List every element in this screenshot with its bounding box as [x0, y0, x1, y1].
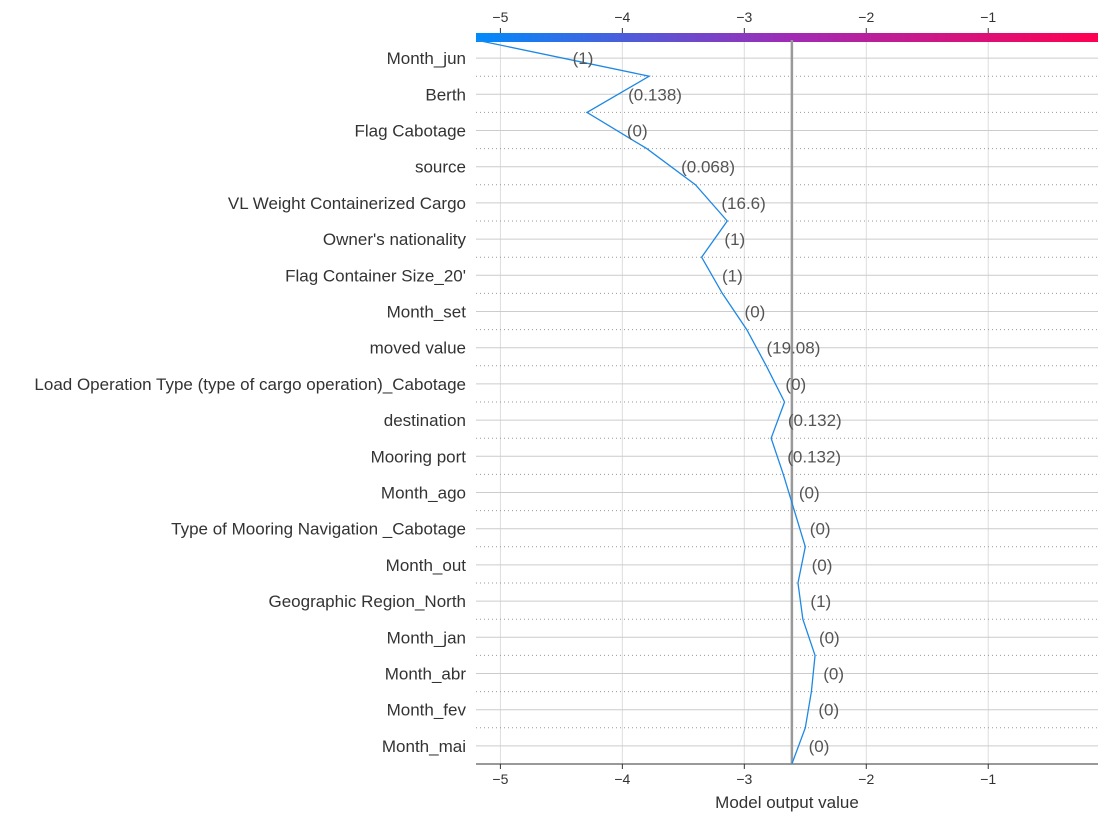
feature-name-label: Load Operation Type (type of cargo opera… — [34, 375, 466, 394]
feature-name-label: Type of Mooring Navigation _Cabotage — [171, 520, 466, 539]
feature-value-label: (0) — [818, 701, 839, 720]
x-axis: −5 −5 −4 −4 −3 −3 −2 −2 −1 −1 — [476, 9, 1098, 787]
feature-name-label: Owner's nationality — [323, 230, 467, 249]
feature-value-label: (1) — [573, 49, 594, 68]
feature-value-label: (0) — [810, 520, 831, 539]
feature-value-label: (0.068) — [681, 158, 735, 177]
feature-name-label: Month_set — [387, 303, 467, 322]
decision-path — [475, 39, 816, 765]
feature-name-label: Month_abr — [385, 665, 467, 684]
x-tick-label-bottom: −2 — [858, 771, 874, 787]
feature-value-label: (0) — [809, 737, 830, 756]
feature-name-label: Mooring port — [371, 447, 467, 466]
x-axis-title: Model output value — [715, 793, 859, 812]
feature-name-label: Berth — [425, 85, 466, 104]
feature-value-label: (16.6) — [721, 194, 765, 213]
feature-name-label: Month_mai — [382, 737, 466, 756]
x-tick-label-bottom: −4 — [614, 771, 630, 787]
x-tick-label-bottom: −1 — [980, 771, 996, 787]
feature-value-label: (0) — [812, 556, 833, 575]
feature-name-label: Month_jun — [387, 49, 466, 68]
feature-name-label: Flag Container Size_20' — [285, 266, 466, 285]
x-tick-label-top: −1 — [980, 9, 996, 25]
feature-value-label: (1) — [810, 592, 831, 611]
decision-line — [475, 39, 816, 765]
feature-name-label: Month_fev — [387, 701, 467, 720]
x-tick-label-top: −4 — [614, 9, 630, 25]
feature-value-label: (0.132) — [788, 411, 842, 430]
feature-name-label: Month_out — [386, 556, 467, 575]
feature-value-label: (0.138) — [628, 85, 682, 104]
feature-value-label: (0) — [819, 628, 840, 647]
colorbar-gradient — [476, 33, 1098, 42]
feature-name-label: Geographic Region_North — [268, 592, 466, 611]
feature-name-label: Flag Cabotage — [354, 122, 466, 141]
x-tick-label-top: −2 — [858, 9, 874, 25]
x-tick-label-bottom: −3 — [736, 771, 752, 787]
colorbar — [476, 33, 1098, 42]
feature-value-label: (0) — [785, 375, 806, 394]
feature-name-label: Month_ago — [381, 484, 466, 503]
x-tick-label-top: −5 — [492, 9, 508, 25]
grid — [476, 40, 1098, 765]
feature-value-label: (1) — [724, 230, 745, 249]
x-tick-label-top: −3 — [736, 9, 752, 25]
feature-value-label: (0) — [823, 665, 844, 684]
feature-name-label: source — [415, 158, 466, 177]
feature-name-label: moved value — [370, 339, 466, 358]
feature-value-label: (0) — [627, 122, 648, 141]
feature-labels: Month_jun (1) Berth (0.138) Flag Cabotage (0)… — [34, 49, 844, 756]
feature-name-label: destination — [384, 411, 466, 430]
feature-value-label: (0.132) — [787, 447, 841, 466]
feature-name-label: VL Weight Containerized Cargo — [228, 194, 466, 213]
feature-name-label: Month_jan — [387, 628, 466, 647]
feature-value-label: (0) — [799, 484, 820, 503]
feature-value-label: (1) — [722, 266, 743, 285]
feature-value-label: (0) — [745, 303, 766, 322]
x-tick-label-bottom: −5 — [492, 771, 508, 787]
feature-value-label: (19.08) — [767, 339, 821, 358]
